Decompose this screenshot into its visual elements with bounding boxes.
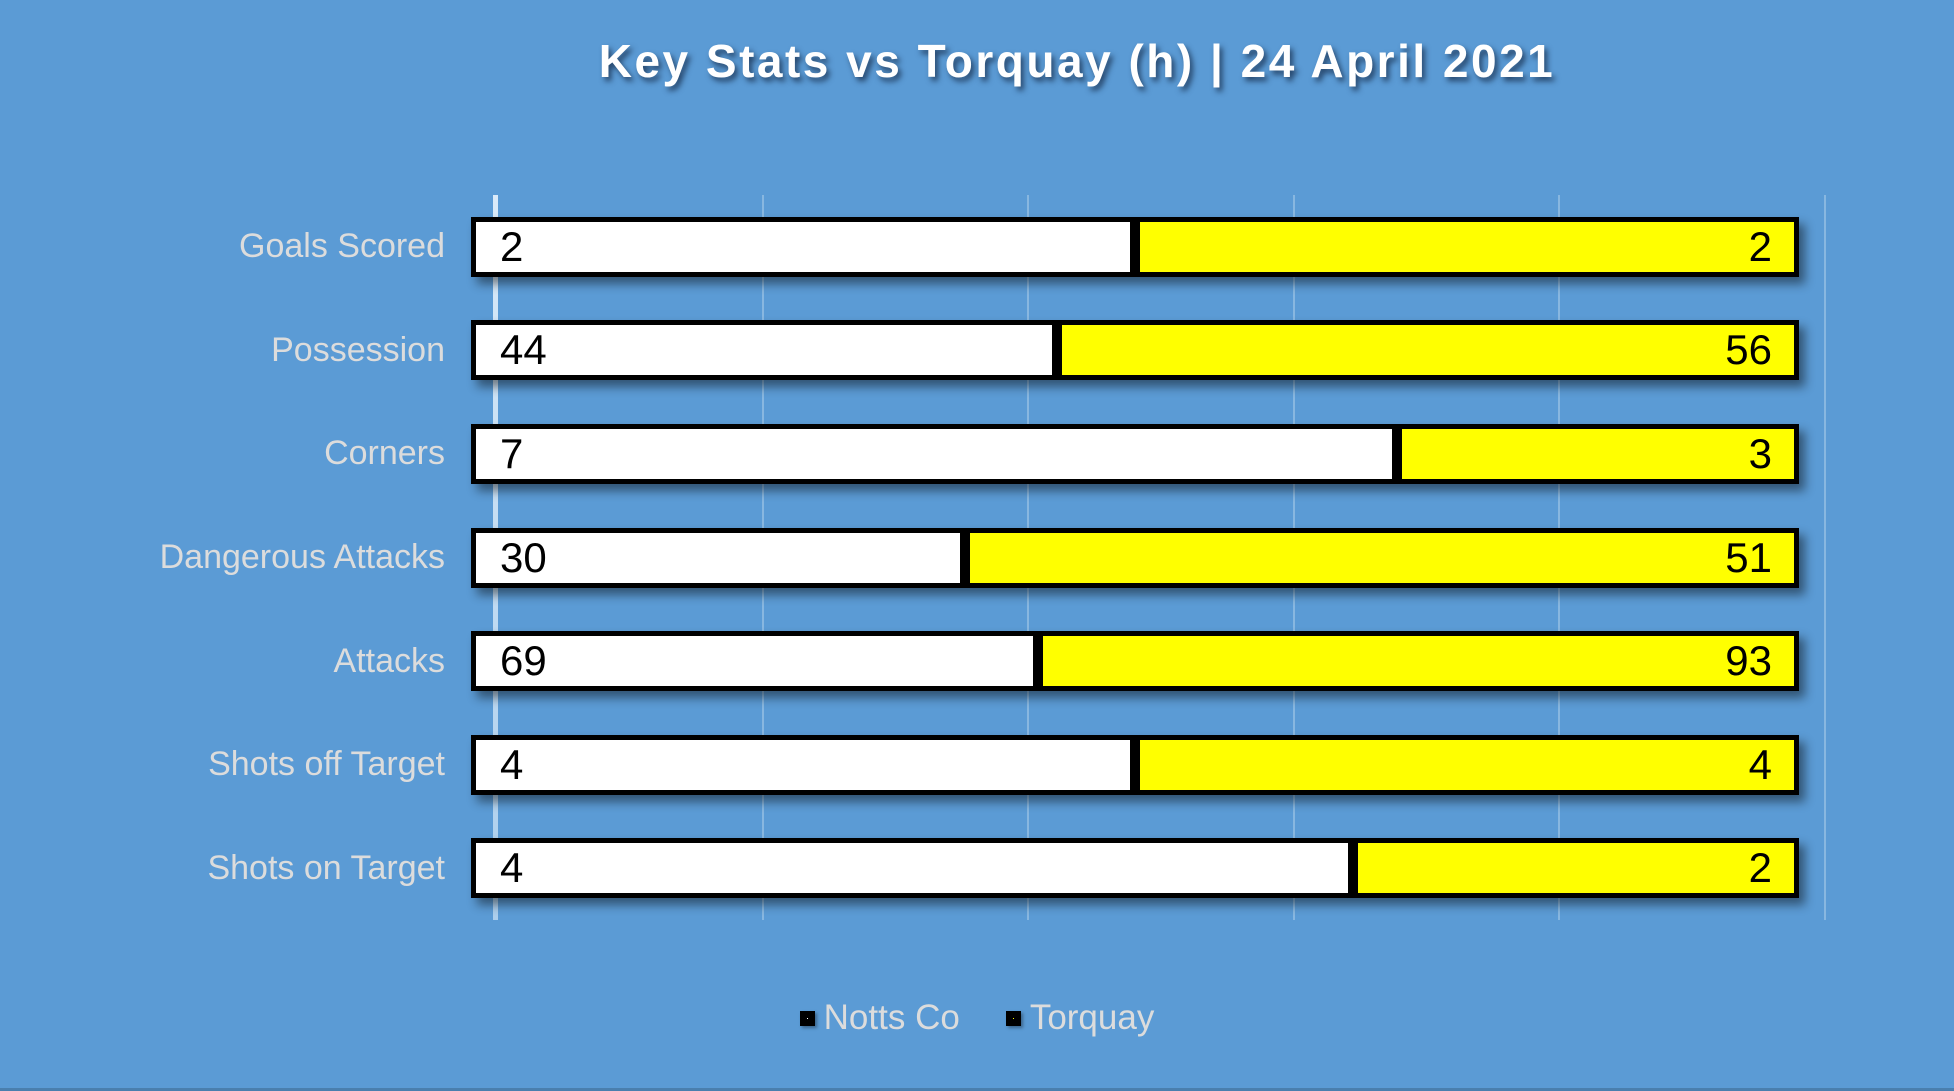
torquay-value: 51 — [1725, 533, 1772, 581]
gridline — [1824, 195, 1826, 920]
stat-row: Possession 44 56 — [0, 299, 1954, 403]
bar-track: 30 51 — [471, 527, 1799, 588]
stat-row: Shots off Target 4 4 — [0, 713, 1954, 817]
notts-co-value: 30 — [500, 533, 547, 581]
legend: Notts Co Torquay — [0, 998, 1954, 1038]
notts-co-bar-segment: 30 — [471, 527, 966, 588]
torquay-value: 4 — [1748, 740, 1772, 788]
stat-row: Corners 7 3 — [0, 402, 1954, 506]
notts-co-bar-segment: 4 — [471, 734, 1135, 795]
torquay-value: 2 — [1748, 222, 1772, 270]
bar-track: 44 56 — [471, 320, 1799, 381]
torquay-bar-segment: 51 — [965, 527, 1799, 588]
torquay-value: 93 — [1725, 637, 1772, 685]
torquay-bar-segment: 93 — [1038, 631, 1799, 692]
chart-title: Key Stats vs Torquay (h) | 24 April 2021 — [598, 35, 1556, 87]
notts-co-value: 44 — [500, 326, 547, 374]
category-label: Dangerous Attacks — [159, 538, 445, 577]
torquay-bar-segment: 2 — [1353, 838, 1799, 899]
stat-row: Attacks 69 93 — [0, 609, 1954, 713]
notts-co-bar-segment: 44 — [471, 320, 1057, 381]
torquay-bar-segment: 2 — [1135, 216, 1799, 277]
bar-track: 69 93 — [471, 631, 1799, 692]
notts-co-value: 4 — [500, 740, 524, 788]
notts-co-bar-segment: 7 — [471, 423, 1397, 484]
notts-co-bar-segment: 2 — [471, 216, 1135, 277]
torquay-value: 2 — [1748, 844, 1772, 892]
stat-row: Dangerous Attacks 30 51 — [0, 506, 1954, 610]
legend-label-torquay: Torquay — [1029, 998, 1155, 1037]
stat-row: Goals Scored 2 2 — [0, 195, 1954, 299]
torquay-bar-segment: 56 — [1056, 320, 1799, 381]
stat-row: Shots on Target 4 2 — [0, 816, 1954, 920]
notts-co-swatch-icon — [799, 1010, 815, 1026]
notts-co-value: 2 — [500, 222, 524, 270]
category-label: Attacks — [333, 641, 445, 680]
notts-co-value: 69 — [500, 637, 547, 685]
torquay-value: 56 — [1725, 326, 1772, 374]
torquay-bar-segment: 4 — [1135, 734, 1799, 795]
torquay-bar-segment: 3 — [1396, 423, 1799, 484]
category-label: Possession — [271, 330, 445, 369]
torquay-value: 3 — [1748, 429, 1772, 477]
legend-item-notts-co: Notts Co — [799, 998, 960, 1038]
bar-rows: Goals Scored 2 2 Possession 44 56 Corners 7 3 Dan… — [0, 195, 1954, 920]
notts-co-bar-segment: 4 — [471, 838, 1353, 899]
legend-item-torquay: Torquay — [1005, 998, 1155, 1038]
category-label: Shots off Target — [208, 745, 445, 784]
category-label: Goals Scored — [239, 227, 445, 266]
torquay-swatch-icon — [1005, 1010, 1021, 1026]
legend-label-notts-co: Notts Co — [823, 998, 960, 1037]
notts-co-bar-segment: 69 — [471, 631, 1039, 692]
category-label: Shots on Target — [207, 848, 445, 887]
notts-co-value: 7 — [500, 429, 524, 477]
category-label: Corners — [324, 434, 445, 473]
notts-co-value: 4 — [500, 844, 524, 892]
window-bottom-edge — [0, 1088, 1954, 1091]
